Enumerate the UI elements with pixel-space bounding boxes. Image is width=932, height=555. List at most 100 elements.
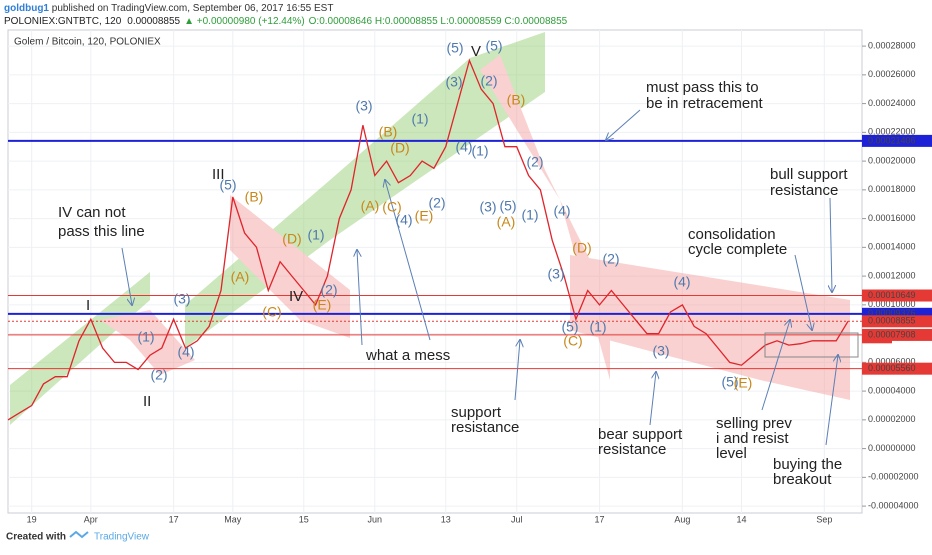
wave-label: (E): [415, 208, 434, 224]
x-tick-label: Sep: [816, 514, 832, 524]
arrow: [761, 320, 790, 411]
y-tick-label: 0.00014000: [868, 242, 916, 252]
ohlc: O:0.00008646 H:0.00008855 L:0.00008559 C…: [309, 16, 568, 27]
note: pass this line: [58, 223, 145, 240]
wave-label: (C): [382, 199, 401, 215]
y-tick-label: 0.00002000: [868, 414, 916, 424]
note: selling prev: [716, 415, 792, 432]
note: support: [451, 404, 502, 421]
change: ▲ +0.00000980 (+12.44%): [184, 16, 305, 27]
red-channel: [480, 55, 610, 380]
level-box: [862, 315, 932, 328]
y-tick-label: 0.00026000: [868, 69, 916, 79]
footer-brand: TradingView: [94, 532, 150, 543]
wave-label: (5): [561, 319, 578, 335]
note: cycle complete: [688, 241, 787, 258]
y-tick-label: 0.00024000: [868, 98, 916, 108]
y-tick-label: 0.00028000: [868, 40, 916, 50]
y-tick-label: -0.00002000: [868, 472, 919, 482]
wave-label: (2): [526, 154, 543, 170]
wave-label: (5): [446, 40, 463, 56]
header-line-1: goldbug1 published on TradingView.com, S…: [4, 3, 333, 14]
x-tick-label: 15: [299, 514, 309, 524]
footer-created: Created with: [6, 532, 66, 543]
y-tick-label: 0.00010000: [868, 299, 916, 309]
x-tick-label: 17: [595, 514, 605, 524]
level-label: 0.00021406: [868, 135, 916, 145]
wave-label: (C): [563, 333, 582, 349]
wave-label: (4): [395, 212, 412, 228]
level-label: 0.00005560: [868, 363, 916, 373]
arrow: [606, 109, 641, 140]
wave-label: (C): [262, 304, 281, 320]
arrow: [514, 340, 520, 401]
x-tick-label: May: [224, 514, 242, 524]
wave-label: (2): [428, 195, 445, 211]
arrow: [357, 250, 363, 346]
arrow: [121, 247, 132, 305]
y-tick-label: 0.00000000: [868, 443, 916, 453]
y-tick-label: 0.00020000: [868, 155, 916, 165]
wave-label: (1): [589, 319, 606, 335]
series: [7, 58, 849, 421]
wave-label: (B): [379, 124, 398, 140]
x-tick-label: Apr: [84, 514, 98, 524]
level-label: 0.00007908: [868, 329, 916, 339]
plot-frame: [7, 29, 863, 514]
x-tick-label: 17: [169, 514, 179, 524]
y-tick-label: 0.00022000: [868, 127, 916, 137]
note: bull support: [770, 166, 848, 183]
wave-label: (4): [673, 274, 690, 290]
wave-label: (4): [177, 344, 194, 360]
note: buying the: [773, 456, 842, 473]
note: resistance: [451, 419, 519, 436]
y-tick-label: -0.00004000: [868, 500, 919, 510]
x-tick-label: Jun: [368, 514, 383, 524]
wave-label: (2): [480, 73, 497, 89]
author: goldbug1: [4, 3, 49, 14]
wave-label: (E): [734, 375, 753, 391]
y-tick-label: 0.00006000: [868, 357, 916, 367]
level-label: 0.00009376: [868, 308, 916, 318]
wave-label: (D): [282, 231, 301, 247]
symbol: POLONIEX:GNTBTC, 120: [4, 16, 122, 27]
grid: [8, 30, 862, 513]
level-label: 0.00008855: [868, 316, 916, 326]
header-line-2: POLONIEX:GNTBTC, 120 0.00008855 ▲ +0.00000…: [4, 16, 568, 27]
price-line: [7, 58, 849, 421]
note: V: [471, 43, 481, 60]
wave-label: (2): [602, 251, 619, 267]
wave-label: (3): [547, 266, 564, 282]
red-channel: [100, 310, 195, 375]
x-tick-label: 14: [737, 514, 747, 524]
y-tick-label: 0.00018000: [868, 184, 916, 194]
wave-label: (1): [411, 111, 428, 127]
x-tick-label: Aug: [674, 514, 690, 524]
wave-label: (1): [471, 143, 488, 159]
consolidation-box: [764, 332, 859, 358]
note: bear support: [598, 426, 683, 443]
note: III: [212, 166, 225, 183]
wave-label: (5): [485, 38, 502, 54]
note: consolidation: [688, 226, 776, 243]
wave-label: (A): [231, 269, 250, 285]
arrow: [825, 355, 838, 446]
axis: 0.00028000 0.00026000 0.00024000 0.00022000…: [27, 40, 932, 524]
y-tick-label: 0.00012000: [868, 270, 916, 280]
note: IV: [289, 288, 303, 305]
wave-label: (5): [219, 177, 236, 193]
wave-label: (3): [445, 74, 462, 90]
y-tick-label: 0.00004000: [868, 385, 916, 395]
wave-label: (A): [361, 198, 380, 214]
note: be in retracement: [646, 95, 764, 112]
note: I: [86, 297, 90, 314]
x-tick-label: Jul: [511, 514, 523, 524]
arrow: [794, 254, 812, 330]
price: 0.00008855: [127, 16, 180, 27]
arrow: [649, 372, 656, 426]
wave-label: (B): [507, 92, 526, 108]
wave-label: (B): [245, 189, 264, 205]
wave-label: (3): [355, 98, 372, 114]
wave-label: (2): [320, 282, 337, 298]
